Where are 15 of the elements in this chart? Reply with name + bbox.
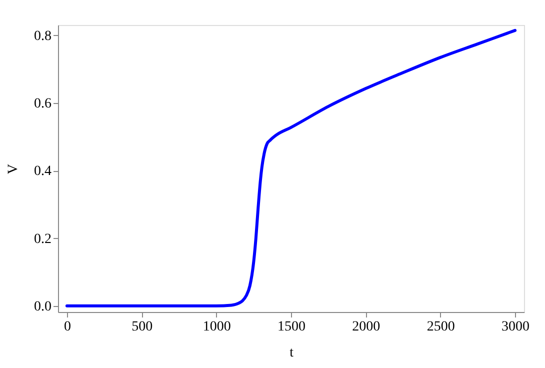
- y-tick-label: 0.6: [34, 96, 52, 112]
- x-axis-title: t: [290, 346, 294, 360]
- x-tick-label: 0: [64, 320, 71, 334]
- y-tick-label: 0.4: [34, 164, 52, 180]
- x-tick-label: 1000: [202, 320, 231, 334]
- x-tick-label: 1500: [278, 320, 306, 334]
- x-tick-label: 2000: [352, 320, 380, 334]
- y-tick-label: 0.8: [34, 28, 52, 44]
- x-tick-label: 3000: [502, 320, 530, 334]
- y-axis-title: V: [6, 164, 21, 174]
- x-tick-label: 2500: [426, 320, 455, 334]
- y-tick-label: 0.0: [34, 299, 52, 314]
- y-tick-label: 0.2: [34, 232, 52, 247]
- x-tick-label: 500: [132, 320, 153, 334]
- line-series: [65, 28, 517, 308]
